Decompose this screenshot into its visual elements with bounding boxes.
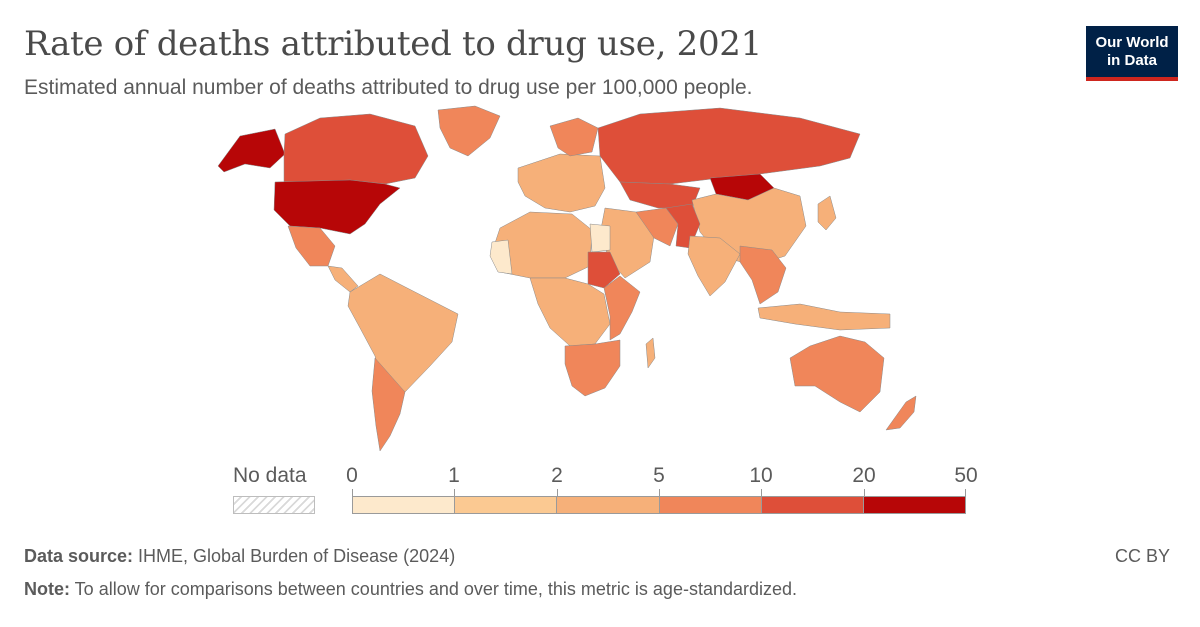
logo-line-1: Our World [1095,33,1169,51]
data-source-label: Data source: [24,546,134,566]
legend-bins [352,496,967,514]
legend-bin-10-20[interactable] [760,496,863,514]
region-kazakhstan[interactable] [619,181,701,209]
legend-tickmark [761,489,762,496]
region-sudan[interactable] [587,251,621,289]
legend-tickmark [454,489,455,496]
legend-bin-0-1[interactable] [352,496,455,514]
region-canada[interactable] [283,113,429,185]
region-europe[interactable] [517,153,606,213]
logo-line-2: in Data [1106,51,1157,69]
region-western-sahara[interactable] [489,239,513,275]
legend-bin-5-10[interactable] [658,496,761,514]
legend-bin-2-5[interactable] [556,496,659,514]
note-label: Note: [24,579,70,599]
region-japan[interactable] [817,195,837,231]
region-southern-africa[interactable] [564,339,621,397]
legend-tickmark [965,489,966,496]
legend-tick-2: 2 [551,464,563,487]
region-greenland[interactable] [437,105,501,157]
region-united-states[interactable] [273,179,401,235]
region-iran[interactable] [635,207,679,247]
region-southeast-asia[interactable] [739,245,787,305]
world-map-svg [173,105,917,452]
data-source: Data source: IHME, Global Burden of Dise… [24,546,455,567]
region-india[interactable] [687,235,741,297]
region-indonesia[interactable] [757,303,891,331]
region-russia[interactable] [597,107,861,185]
region-alaska[interactable] [217,128,286,173]
legend-no-data-swatch [233,496,315,514]
region-central-america[interactable] [327,265,359,293]
legend-tickmark [352,489,353,496]
legend-bin-1-2[interactable] [454,496,557,514]
region-scandinavia[interactable] [549,117,599,157]
chart-title: Rate of deaths attributed to drug use, 2… [24,24,762,64]
license-link[interactable]: CC BY [1114,546,1170,566]
legend-tick-3: 5 [653,464,665,487]
note-text: To allow for comparisons between countri… [70,579,798,599]
color-legend: No data 0 1 2 5 10 20 50 [230,462,990,522]
legend-tickmark [659,489,660,496]
legend-no-data-label: No data [233,464,307,487]
data-source-text[interactable]: IHME, Global Burden of Disease (2024) [133,546,456,566]
legend-tickmark [557,489,558,496]
region-chile-argentina[interactable] [371,357,406,452]
legend-tick-4: 10 [749,464,773,487]
region-central-africa[interactable] [529,277,611,347]
region-south-america[interactable] [347,273,459,397]
chart-subtitle: Estimated annual number of deaths attrib… [24,76,753,99]
legend-tick-0: 0 [346,464,358,487]
legend-tick-5: 20 [852,464,876,487]
region-madagascar[interactable] [645,337,656,369]
region-egypt[interactable] [589,223,611,253]
chart-note: Note: To allow for comparisons between c… [24,579,797,600]
region-new-zealand[interactable] [885,395,917,431]
legend-bin-20-50[interactable] [862,496,967,514]
owid-logo[interactable]: Our World in Data [1086,26,1178,81]
region-east-africa[interactable] [603,275,641,341]
legend-tickmark [864,489,865,496]
legend-tick-1: 1 [448,464,460,487]
legend-tick-6: 50 [954,464,978,487]
region-australia[interactable] [789,335,885,413]
world-map [173,96,1000,456]
region-mexico[interactable] [287,225,336,267]
